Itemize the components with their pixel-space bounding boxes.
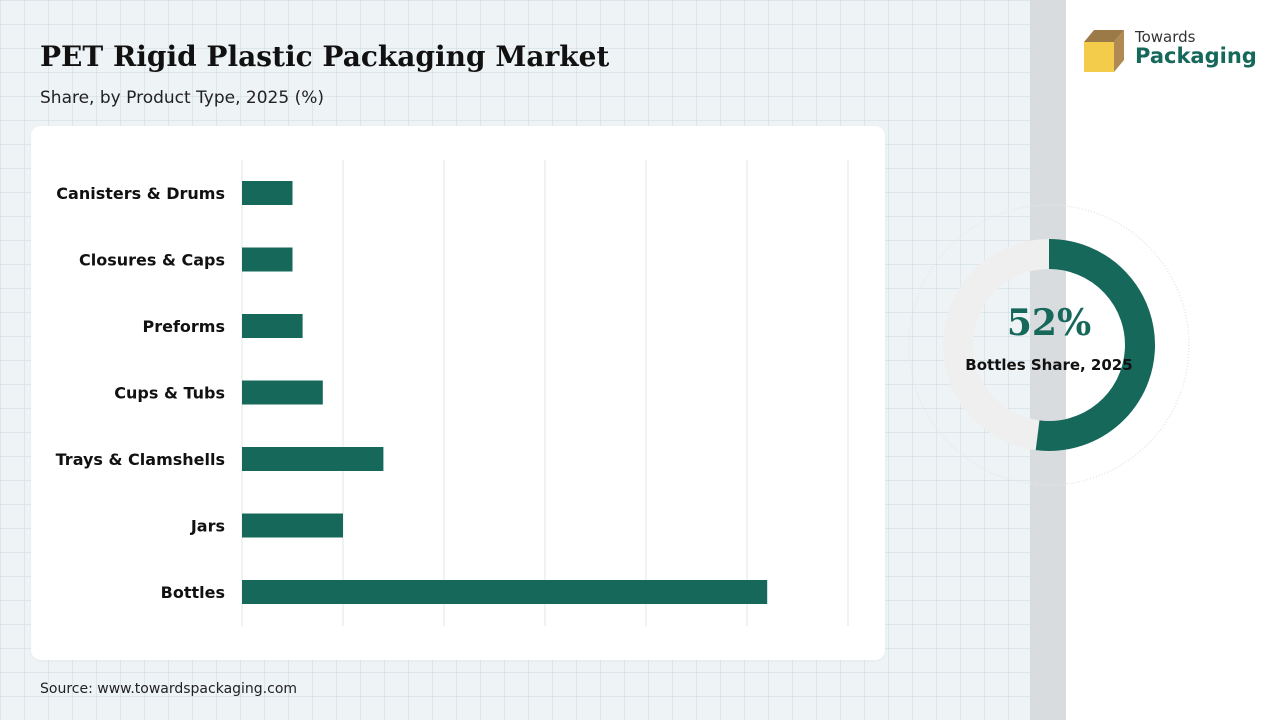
source-note: Source: www.towardspackaging.com [40,681,298,697]
divider-stripe [1030,0,1066,720]
box-side-face [1114,30,1124,72]
bar [242,513,343,538]
bar [242,447,384,471]
bar-chart-card: Canisters & Drums Closures & Caps Preforms… [31,126,885,660]
bar [242,247,293,272]
box-top-face [1084,30,1124,42]
donut-outer-ring [908,204,1190,486]
bar [242,314,303,338]
chart-subtitle: Share, by Product Type, 2025 (%) [40,88,325,108]
donut-caption: Bottles Share, 2025 [965,356,1133,374]
chart-title: PET Rigid Plastic Packaging Market [40,40,610,73]
category-label: Trays & Clamshells [56,450,225,469]
category-label: Jars [190,517,225,536]
category-label: Closures & Caps [79,251,225,270]
brand-logo[interactable]: Towards Packaging [1080,28,1260,78]
category-labels: Canisters & Drums Closures & Caps Preforms… [56,184,225,602]
category-label: Cups & Tubs [114,384,225,403]
bar [242,580,768,604]
category-label: Preforms [142,317,225,336]
box-front-face [1084,42,1114,72]
grid-lines [241,160,849,626]
donut-slice-bottles [1035,239,1155,451]
brand-name-line1: Towards [1135,28,1196,46]
bar [242,181,293,205]
bar-series [242,181,768,604]
donut-value: 52% [1006,302,1092,344]
category-label: Canisters & Drums [56,184,225,203]
category-label: Bottles [161,583,225,602]
donut-chart [908,204,1190,486]
box-logo-icon [1084,30,1124,72]
bar-chart: Canisters & Drums Closures & Caps Preforms… [56,160,849,626]
right-panel [1030,0,1280,720]
bottles-share-donut: 52% Bottles Share, 2025 [908,204,1190,486]
brand-name-line2: Packaging [1135,44,1257,68]
bar [242,380,323,405]
